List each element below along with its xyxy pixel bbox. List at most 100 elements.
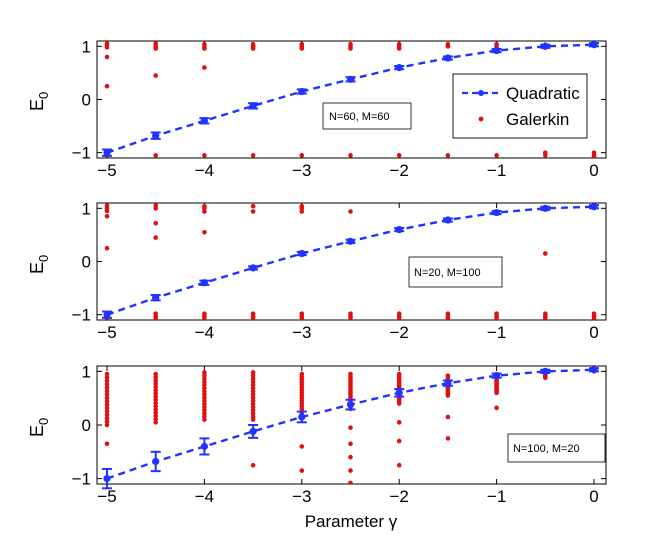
galerkin-point: [250, 389, 256, 394]
galerkin-point: [153, 387, 158, 393]
galerkin-point: [153, 391, 158, 396]
y-tick-label: −1: [72, 306, 91, 325]
galerkin-point: [250, 373, 256, 378]
galerkin-point: [153, 46, 158, 51]
galerkin-point: [250, 398, 256, 404]
galerkin-point: [153, 206, 158, 211]
x-tick-label: −1: [487, 487, 506, 506]
quadratic-point: [298, 87, 306, 96]
quadratic-point: [249, 102, 257, 110]
annotation-text: N=20, M=100: [414, 267, 481, 279]
galerkin-point: [591, 154, 597, 158]
x-tick-label: −4: [195, 323, 214, 342]
annotation-box: [408, 256, 503, 288]
quadratic-point: [444, 54, 452, 62]
galerkin-point: [104, 371, 110, 377]
galerkin-point: [299, 153, 305, 158]
galerkin-point: [250, 404, 256, 410]
galerkin-point: [202, 395, 207, 400]
galerkin-point: [250, 385, 256, 391]
legend-quadratic-label: Quadratic: [506, 84, 580, 103]
galerkin-point: [445, 44, 451, 49]
galerkin-point: [250, 315, 256, 320]
annotation-text: N=60, M=60: [329, 111, 390, 123]
x-tick-label: −3: [292, 323, 311, 342]
y-axis-label-bottom: E0: [27, 418, 51, 437]
panel-bottom: −5 −4 −3 −2 −1 0 −1 0 1 N=100, M=20 E0: [27, 362, 607, 506]
y-tick-label: 1: [82, 37, 91, 56]
galerkin-point: [250, 414, 256, 419]
galerkin-point: [396, 401, 402, 406]
quadratic-point: [541, 367, 549, 375]
galerkin-point: [299, 46, 305, 51]
galerkin-point: [202, 376, 207, 382]
x-tick-label: −4: [195, 487, 214, 506]
galerkin-point: [299, 444, 305, 449]
galerkin-point: [299, 209, 305, 214]
galerkin-point: [153, 400, 158, 406]
quadratic-point: [200, 117, 208, 125]
annotation-text: N=100, M=20: [513, 443, 580, 455]
galerkin-point: [202, 65, 207, 70]
x-tick-label: −4: [195, 161, 214, 180]
quadratic-point: [152, 294, 160, 302]
galerkin-point: [299, 206, 305, 211]
quadratic-point: [444, 216, 452, 224]
galerkin-point: [250, 392, 256, 397]
galerkin-point: [445, 436, 451, 441]
quadratic-point: [493, 208, 501, 217]
galerkin-point: [104, 45, 110, 50]
galerkin-point: [494, 390, 499, 396]
galerkin-point: [250, 411, 256, 416]
galerkin-point: [202, 414, 207, 419]
quadratic-point: [590, 203, 598, 211]
galerkin-point: [202, 398, 207, 404]
galerkin-point: [153, 413, 158, 419]
panel-middle: −5 −4 −3 −2 −1 0 −1 0 1 N=20, M=100 E0: [27, 199, 607, 342]
quadratic-point: [249, 264, 257, 272]
y-tick-label: 1: [82, 199, 91, 218]
x-tick-label: 0: [589, 323, 598, 342]
galerkin-point: [104, 395, 110, 401]
galerkin-point: [153, 416, 158, 422]
galerkin-point: [250, 370, 256, 375]
galerkin-point: [202, 389, 207, 394]
galerkin-point: [250, 395, 256, 400]
galerkin-point: [104, 83, 110, 89]
galerkin-point: [202, 153, 207, 158]
galerkin-point: [250, 46, 256, 51]
quadratic-point: [103, 475, 111, 483]
galerkin-point: [153, 235, 158, 240]
quadratic-point: [152, 132, 160, 140]
quadratic-point: [493, 372, 501, 380]
galerkin-point: [104, 412, 110, 418]
quadratic-point: [590, 41, 598, 49]
galerkin-point: [299, 315, 305, 320]
galerkin-point: [396, 46, 402, 51]
y-tick-label: 0: [82, 253, 91, 272]
galerkin-point: [202, 382, 207, 388]
galerkin-point: [153, 403, 158, 409]
galerkin-point: [348, 454, 353, 460]
galerkin-point: [104, 213, 110, 219]
x-tick-label: −1: [487, 161, 506, 180]
x-tick-label: 0: [589, 161, 598, 180]
galerkin-point: [348, 209, 353, 214]
galerkin-point: [202, 46, 207, 51]
galerkin-point: [202, 373, 207, 378]
galerkin-point: [104, 375, 110, 380]
plot-frame: [96, 202, 607, 321]
galerkin-point: [153, 315, 158, 320]
quadratic-point: [249, 427, 257, 436]
galerkin-point: [202, 229, 207, 235]
galerkin-point: [494, 405, 499, 411]
y-tick-label: 0: [82, 91, 91, 110]
galerkin-point: [104, 422, 110, 428]
galerkin-point: [348, 468, 353, 473]
quadratic-point: [152, 457, 160, 466]
galerkin-point: [202, 404, 207, 410]
quadratic-point: [103, 149, 111, 157]
quadratic-point: [541, 204, 549, 212]
galerkin-point: [153, 153, 158, 158]
